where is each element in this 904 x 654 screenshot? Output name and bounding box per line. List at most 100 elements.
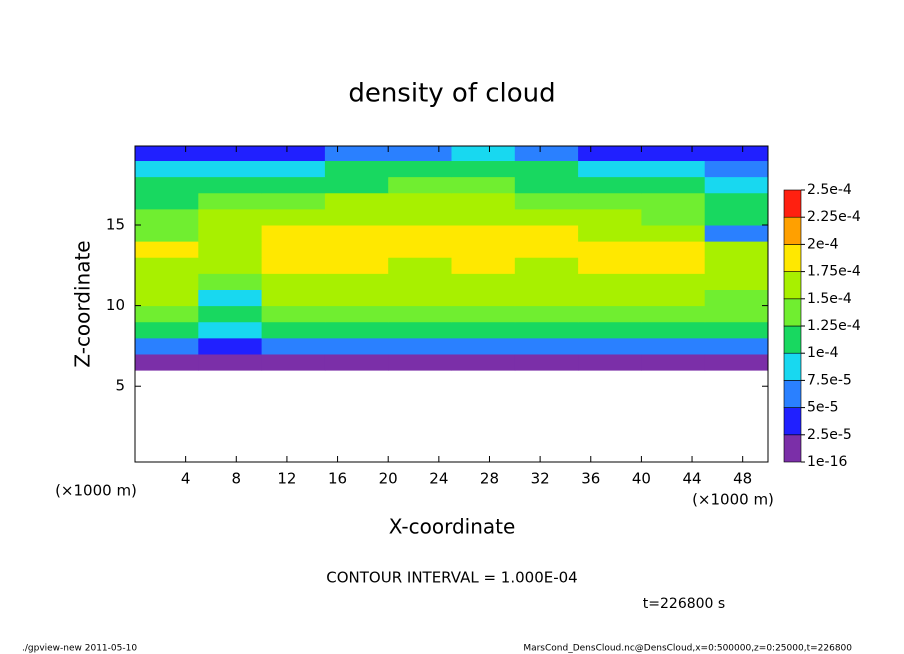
cell: [704, 353, 768, 371]
x-tick-label: 24: [429, 470, 448, 488]
cell: [198, 257, 263, 274]
colorbar-label: 1.25e-4: [807, 318, 861, 334]
cell: [641, 241, 706, 258]
cell: [451, 257, 516, 274]
cell: [704, 337, 768, 355]
plot-frame: [134, 145, 769, 463]
cell: [388, 289, 452, 307]
cell: [135, 160, 199, 178]
cell: [451, 337, 516, 355]
contour-note: CONTOUR INTERVAL = 1.000E-04: [326, 569, 577, 587]
x-tick-label: 48: [733, 470, 752, 488]
cell: [261, 257, 326, 274]
cell: [198, 146, 263, 162]
cell: [261, 273, 326, 290]
cell: [261, 225, 326, 242]
cell: [641, 160, 706, 178]
cell: [198, 241, 263, 258]
x-unit: (×1000 m): [692, 491, 774, 509]
cell: [135, 146, 199, 162]
cell: [135, 176, 199, 194]
cell: [641, 321, 706, 339]
x-tick-label: 28: [480, 470, 499, 488]
cell: [514, 192, 579, 210]
colorbar-label: 1.5e-4: [807, 291, 852, 307]
colorbar-label: 2.25e-4: [807, 209, 861, 225]
cell: [641, 208, 706, 226]
colorbar-band: [783, 298, 802, 327]
cell: [514, 305, 579, 323]
cell: [135, 305, 199, 323]
cell: [198, 192, 263, 210]
cell: [514, 289, 579, 307]
colorbar-band: [783, 352, 802, 381]
cell: [388, 321, 452, 339]
cell: [641, 273, 706, 290]
cell: [135, 225, 199, 242]
cell: [451, 305, 516, 323]
cell: [514, 208, 579, 226]
cell: [388, 192, 452, 210]
colorbar-label: 2.5e-5: [807, 427, 852, 443]
cell: [135, 321, 199, 339]
cell: [578, 146, 642, 162]
cell: [514, 225, 579, 242]
cell: [135, 289, 199, 307]
cell: [388, 176, 452, 194]
footer-right: MarsCond_DensCloud.nc@DensCloud,x=0:5000…: [523, 644, 852, 654]
cell: [388, 337, 452, 355]
colorbar-label: 1e-16: [807, 454, 847, 470]
cell: [388, 146, 452, 162]
x-tick-label: 36: [581, 470, 600, 488]
cell: [578, 176, 642, 194]
cell: [324, 208, 389, 226]
cell: [514, 160, 579, 178]
cell: [578, 321, 642, 339]
cell: [578, 208, 642, 226]
colorbar-label: 2.5e-4: [807, 182, 852, 198]
colorbar-label: 2e-4: [807, 236, 839, 252]
cell: [198, 353, 263, 371]
cell: [324, 337, 389, 355]
colorbar-label: 1.75e-4: [807, 264, 861, 280]
y-axis-label: Z-coordinate: [71, 240, 95, 367]
cell: [451, 225, 516, 242]
colorbar-band: [783, 216, 802, 245]
cell: [451, 208, 516, 226]
cell: [641, 257, 706, 274]
cell: [324, 321, 389, 339]
cell: [451, 192, 516, 210]
cell: [388, 257, 452, 274]
cell: [641, 176, 706, 194]
cell: [388, 353, 452, 371]
field: [135, 146, 768, 371]
cell: [578, 337, 642, 355]
cell: [641, 192, 706, 210]
cell: [261, 176, 326, 194]
cell: [198, 208, 263, 226]
cell: [135, 241, 199, 258]
cell: [198, 176, 263, 194]
colorbar-band: [783, 380, 802, 408]
cell: [514, 321, 579, 339]
cell: [388, 160, 452, 178]
x-tick-label: 4: [181, 470, 191, 488]
x-tick-label: 8: [232, 470, 242, 488]
cell: [324, 257, 389, 274]
chart-title: density of cloud: [348, 79, 555, 109]
cell: [704, 305, 768, 323]
y-tick-label: 15: [106, 216, 125, 234]
cell: [451, 241, 516, 258]
cell: [198, 305, 263, 323]
x-tick-label: 16: [328, 470, 347, 488]
cell: [451, 160, 516, 178]
cell: [704, 289, 768, 307]
cell: [641, 225, 706, 242]
cell: [324, 353, 389, 371]
cell: [324, 192, 389, 210]
cell: [261, 160, 326, 178]
cell: [135, 273, 199, 290]
colorbar-band: [783, 434, 802, 463]
y-tick-label: 10: [106, 296, 125, 314]
